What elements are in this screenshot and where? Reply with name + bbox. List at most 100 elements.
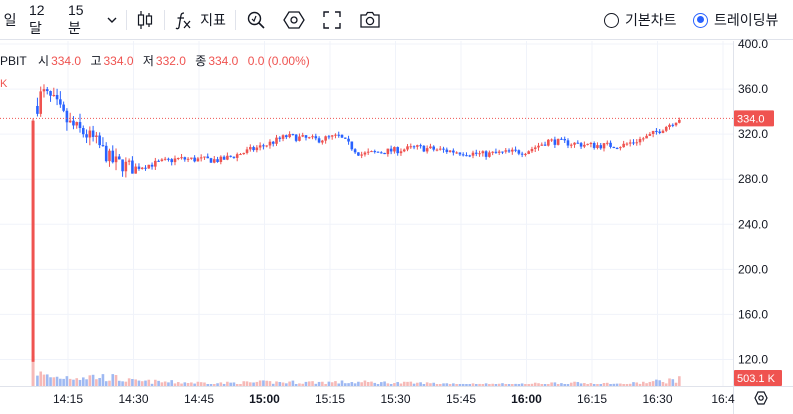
volume-bar [573, 381, 576, 386]
candle-body [65, 110, 69, 123]
candle-body [327, 136, 331, 138]
candle-body [474, 152, 478, 154]
volume-bar [360, 382, 363, 386]
candle-body [298, 136, 301, 141]
candle-body [294, 134, 298, 141]
volume-bar [294, 384, 298, 386]
fullscreen-icon[interactable] [318, 0, 346, 40]
volume-bar [524, 384, 527, 386]
volume-bar [373, 382, 377, 386]
candle-body [154, 160, 157, 167]
volume-bar [324, 384, 327, 386]
candle-body [507, 150, 511, 152]
volume-bar [343, 383, 347, 386]
candle-body [173, 158, 177, 163]
candle-body [412, 146, 416, 148]
candle-body [127, 160, 131, 162]
volume-bar [399, 383, 403, 386]
candle-body [170, 159, 174, 163]
candle-body [468, 155, 472, 157]
candle-body [435, 149, 439, 151]
volume-bar [49, 377, 52, 386]
candle-body [569, 144, 573, 146]
volume-bar [321, 381, 324, 386]
volume-bar [239, 384, 242, 386]
volume-bar [199, 382, 203, 386]
volume-bar [229, 382, 232, 386]
volume-bar [85, 379, 88, 386]
volume-bar [386, 383, 390, 386]
candle-body [242, 152, 246, 155]
volume-bar [465, 384, 468, 386]
volume-bar [481, 384, 485, 386]
candle-body [343, 137, 347, 139]
candle-body [429, 146, 432, 149]
candle-body [488, 152, 491, 157]
candle-type-icon[interactable] [133, 0, 157, 40]
candle-body [68, 120, 72, 123]
candle-body [409, 146, 413, 148]
volume-bar [104, 381, 108, 386]
candle-body [144, 167, 147, 169]
candle-body [350, 141, 354, 150]
indicators-button[interactable]: 지표 [200, 12, 226, 28]
candle-body [239, 154, 242, 156]
candle-body [330, 135, 334, 137]
candle-body [373, 151, 377, 153]
volume-bar [127, 378, 131, 386]
volume-bar [412, 383, 416, 386]
volume-bar [235, 384, 239, 386]
candle-body [370, 151, 373, 153]
volume-bar [298, 383, 301, 386]
settings-icon[interactable] [754, 391, 768, 405]
price-axis[interactable]: 120.0 160.0 200.0 240.0 280.0 320.0 360.0 400.0… [733, 37, 783, 414]
y-tick-label: 160.0 [738, 307, 768, 321]
range-12month-button[interactable]: 12달 [29, 2, 45, 36]
volume-bar [474, 384, 478, 386]
fx-indicator-icon[interactable] [172, 0, 194, 40]
volume-bar [144, 380, 147, 386]
volume-bar [651, 381, 655, 386]
hexagon-settings-icon[interactable] [280, 0, 308, 40]
time-axis[interactable]: 14:15 14:30 14:45 15:00 15:15 15:30 15:45 16:00… [0, 386, 793, 407]
zoom-icon[interactable] [243, 0, 269, 40]
camera-icon[interactable] [356, 0, 384, 40]
volume-bar [39, 371, 43, 386]
volume-bar [268, 381, 272, 386]
candle-body [268, 141, 272, 146]
candle-body [206, 156, 210, 159]
volume-bar [560, 383, 563, 386]
volume-bar [334, 381, 337, 386]
candle-body [45, 89, 49, 92]
candle-body [635, 142, 639, 144]
volume-bar [252, 382, 255, 386]
volume-bars [31, 356, 681, 386]
candle-body [278, 137, 282, 139]
volume-bar [471, 383, 475, 386]
volume-bar [438, 384, 442, 386]
volume-bar [170, 380, 174, 386]
chart-mode-basic-radio[interactable]: 기본차트 [604, 0, 677, 40]
candle-body [140, 167, 144, 169]
candle-body [661, 130, 665, 133]
y-tick-label: 280.0 [738, 172, 768, 186]
volume-bar [442, 383, 445, 386]
volume-bar [628, 383, 632, 386]
interval-button[interactable]: 15분 [68, 2, 84, 36]
volume-bar [222, 383, 226, 386]
volume-bar [511, 384, 514, 386]
volume-bar [134, 379, 137, 386]
x-tick-label: 15:45 [446, 392, 476, 406]
candle-body [438, 148, 442, 150]
volume-bar [78, 379, 82, 386]
radio-indicator-icon [604, 12, 619, 28]
range-day-button[interactable]: 일 [3, 12, 17, 28]
candle-body [347, 138, 350, 142]
candle-body [402, 149, 406, 152]
chart-mode-tradingview-radio[interactable]: 트레이딩뷰 [693, 0, 778, 40]
candle-body [452, 150, 455, 153]
chevron-down-icon[interactable] [103, 0, 121, 40]
candle-body [285, 135, 288, 138]
candle-body [304, 135, 308, 138]
